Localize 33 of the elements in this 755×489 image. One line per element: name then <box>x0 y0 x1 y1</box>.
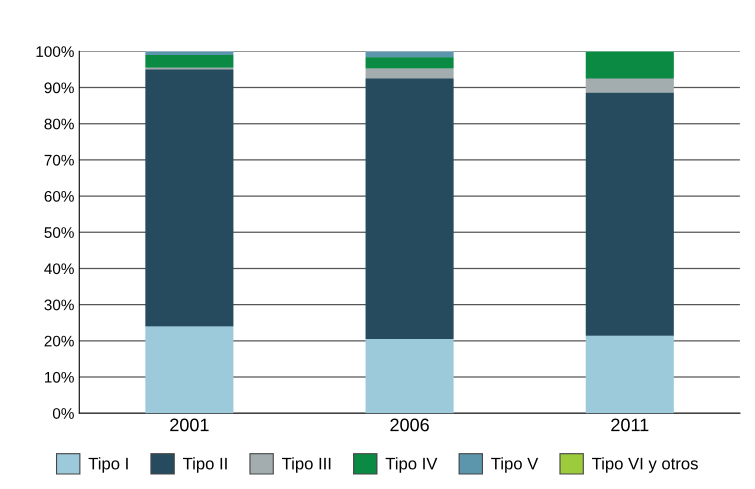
y-tick-label: 40% <box>44 263 74 274</box>
bar <box>145 51 234 55</box>
legend-label: Tipo V <box>491 457 538 473</box>
bar <box>366 339 454 414</box>
bar <box>145 326 234 414</box>
legend-label: Tipo I <box>88 457 128 473</box>
bar <box>366 51 454 58</box>
y-tick-label: 10% <box>45 372 74 383</box>
y-tick-label: 20% <box>44 336 74 347</box>
bar <box>586 78 674 93</box>
y-tick-label: 30% <box>44 300 74 310</box>
bar <box>366 68 454 78</box>
y-tick-label: 60% <box>44 190 74 202</box>
y-tick-label: 90% <box>44 82 74 94</box>
bar <box>366 57 454 68</box>
bar <box>145 54 234 68</box>
y-tick-label: 0% <box>52 408 74 419</box>
bar <box>586 336 674 414</box>
bar <box>586 51 674 78</box>
bar <box>366 78 454 340</box>
y-tick-label: 100% <box>36 46 74 58</box>
bar <box>145 69 234 326</box>
y-tick-label: 80% <box>44 118 74 130</box>
x-tick-label: 2001 <box>170 418 209 432</box>
legend-label: Tipo VI y otros <box>592 457 698 473</box>
legend-label: Tipo IV <box>386 457 438 473</box>
legend-label: Tipo III <box>282 457 330 473</box>
legend-label: Tipo II <box>182 457 227 473</box>
x-tick-label: 2006 <box>390 418 429 432</box>
x-tick-label: 2011 <box>611 418 648 432</box>
y-tick-label: 70% <box>44 154 74 166</box>
y-tick-label: 50% <box>44 227 74 238</box>
bar <box>586 92 674 336</box>
